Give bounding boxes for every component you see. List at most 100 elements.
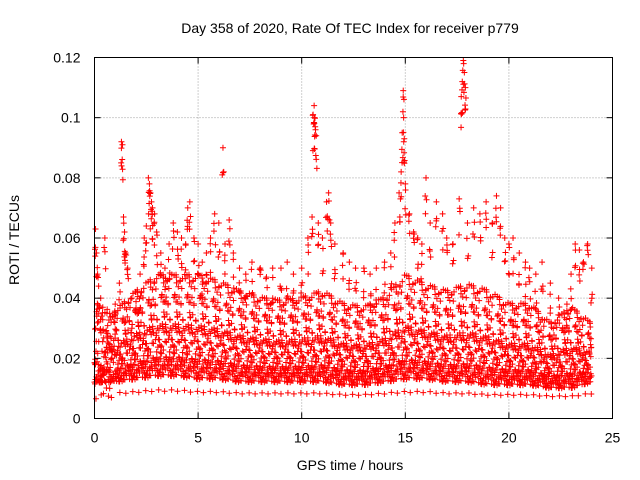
data-point (563, 316, 570, 323)
data-point (104, 330, 111, 337)
data-point (221, 257, 228, 264)
data-point (554, 316, 561, 323)
data-point (486, 308, 493, 315)
data-point (188, 294, 195, 301)
data-point (398, 340, 405, 347)
data-point (260, 376, 267, 383)
data-point (324, 227, 331, 234)
data-point (568, 271, 575, 278)
data-point (324, 215, 331, 222)
data-point (503, 335, 510, 342)
data-point (411, 339, 418, 346)
data-point (483, 224, 490, 231)
data-point (108, 355, 115, 362)
data-point (498, 305, 505, 312)
data-point (406, 275, 413, 282)
data-point (405, 327, 412, 334)
y-tick-labels: 0 0.02 0.04 0.06 0.08 0.1 0.12 (53, 50, 80, 427)
data-point (535, 364, 542, 371)
data-point (330, 304, 337, 311)
data-point (116, 389, 123, 396)
data-point (182, 337, 189, 344)
data-point (383, 350, 390, 357)
data-point (404, 345, 411, 352)
data-point (396, 316, 403, 323)
data-point (118, 162, 125, 169)
data-point (287, 354, 294, 361)
data-point (185, 326, 192, 333)
data-point (214, 289, 221, 296)
data-point (459, 293, 466, 300)
data-point (127, 295, 134, 302)
data-point (328, 243, 335, 250)
data-point (349, 345, 356, 352)
data-point (456, 357, 463, 364)
y-tick-label: 0.1 (61, 110, 81, 126)
data-point (236, 306, 243, 313)
data-point (165, 285, 172, 292)
data-point (230, 285, 237, 292)
data-point (475, 345, 482, 352)
data-point (338, 382, 345, 389)
data-point (588, 391, 595, 398)
data-point (226, 390, 233, 397)
data-point (367, 360, 374, 367)
data-point (357, 320, 364, 327)
data-point (305, 241, 312, 248)
data-point (477, 327, 484, 334)
data-point (101, 248, 108, 255)
data-point (532, 369, 539, 376)
data-point (556, 303, 563, 310)
data-point (117, 288, 124, 295)
data-point (252, 302, 259, 309)
data-point (151, 279, 158, 286)
data-point (309, 213, 316, 220)
data-point (585, 330, 592, 337)
data-point (514, 311, 521, 318)
data-point (575, 357, 582, 364)
data-point (142, 387, 149, 394)
data-point (510, 322, 517, 329)
data-point (436, 344, 443, 351)
data-point (498, 352, 505, 359)
data-point (181, 362, 188, 369)
data-point (295, 345, 302, 352)
data-point (523, 322, 530, 329)
data-point (242, 346, 249, 353)
data-point (235, 363, 242, 370)
data-point (250, 338, 257, 345)
data-point (218, 337, 225, 344)
data-point (346, 312, 353, 319)
data-point (101, 377, 108, 384)
data-point (427, 254, 434, 261)
data-point (332, 270, 339, 277)
data-point (94, 264, 101, 271)
data-point (420, 291, 427, 298)
data-point (101, 244, 108, 251)
data-point (510, 235, 517, 241)
data-point (424, 338, 431, 345)
data-point (547, 310, 554, 317)
data-point (487, 324, 494, 331)
data-point (319, 323, 326, 330)
data-point (97, 316, 104, 323)
data-point (212, 279, 219, 286)
data-point (126, 346, 133, 353)
data-point (225, 238, 232, 245)
data-point (398, 193, 405, 200)
data-point (166, 241, 173, 248)
data-point (374, 341, 381, 348)
data-point (170, 349, 177, 356)
data-point (579, 260, 586, 267)
data-point (576, 326, 583, 333)
data-point (502, 309, 509, 316)
data-point (458, 124, 465, 131)
data-point (372, 309, 379, 316)
data-point (482, 210, 489, 217)
data-point (421, 301, 428, 308)
data-point (176, 339, 183, 346)
data-point (329, 317, 336, 324)
data-point (315, 219, 322, 226)
data-point (110, 359, 117, 366)
